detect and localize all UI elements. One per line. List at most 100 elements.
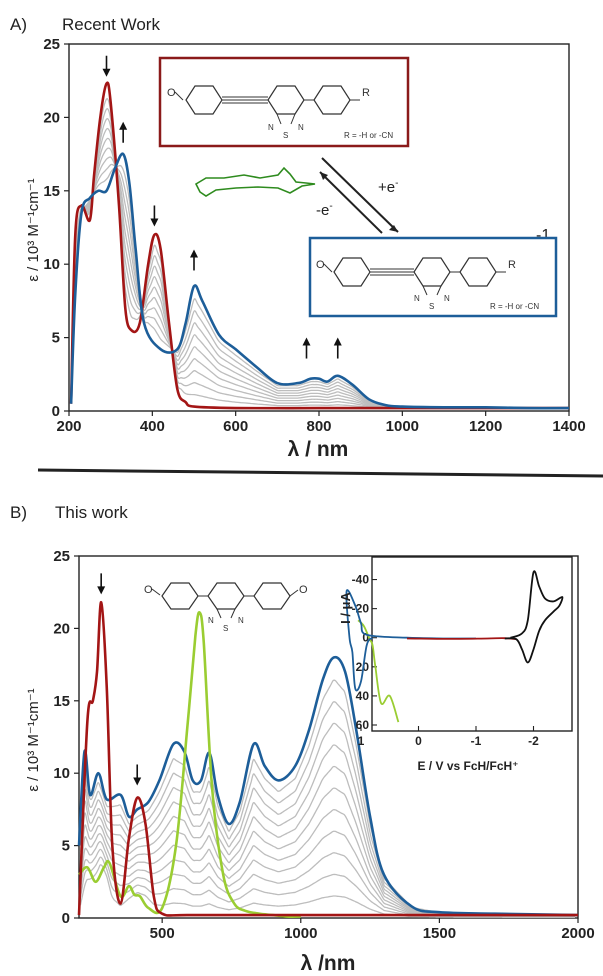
methoxy-bond-right <box>289 589 299 597</box>
x-tick-label: 1000 <box>386 418 419 435</box>
series-line-monoanion <box>77 655 579 917</box>
ring-atom-n2: N <box>298 123 304 132</box>
x-tick-label: 1200 <box>469 418 502 435</box>
plot-b-x-label: λ /nm <box>301 952 356 975</box>
structure-box-reduced: -1 O N S N R R = -H or -CN <box>308 227 558 318</box>
y-tick-label: 5 <box>52 330 60 347</box>
phenyl-ring-left <box>161 582 199 610</box>
y-tick-label: 10 <box>53 765 70 782</box>
x-tick-label: -2 <box>528 734 539 748</box>
plot-a-x-label: λ / nm <box>288 438 349 461</box>
alkyne-bond <box>222 96 268 104</box>
oxidation-arrow <box>319 171 383 234</box>
intermediate-trace <box>79 856 575 918</box>
oxidation-label: -e- <box>316 201 333 219</box>
evolution-arrowhead <box>333 337 342 346</box>
substituent-r: R <box>508 259 516 271</box>
evolution-arrowhead <box>133 777 142 786</box>
x-tick-label: 1400 <box>552 418 585 435</box>
alkyne-bond <box>370 268 414 276</box>
y-tick-label: 20 <box>43 109 60 126</box>
plot-a-y-label: ε / 10³ M⁻¹cm⁻¹ <box>25 178 42 281</box>
methoxy-bond-left <box>151 588 161 596</box>
panel-a: A) Recent Work 200 400 600 800 1000 1200 1400 0… <box>10 15 586 461</box>
plot-b-y-label: ε / 10³ M⁻¹cm⁻¹ <box>25 688 42 791</box>
y-tick-label: 25 <box>53 548 70 565</box>
r-note: R = -H or -CN <box>490 302 539 311</box>
structure-box-neutral: O N S N R R = -H or -CN <box>158 56 410 148</box>
y-tick-label: 40 <box>356 689 370 703</box>
series-line-dianion <box>78 611 301 918</box>
substituent-r: R <box>362 87 370 99</box>
evolution-arrowhead <box>119 121 128 130</box>
plot-a-evolution-arrows <box>102 55 342 359</box>
y-tick-label: -20 <box>352 602 370 616</box>
ring-atom-n2: N <box>238 616 244 625</box>
oxidation-arrowhead <box>320 172 328 180</box>
y-tick-label: 0 <box>362 631 369 645</box>
inset-frame <box>371 556 573 732</box>
y-tick-label: 5 <box>62 838 70 855</box>
y-tick-label: 25 <box>43 36 60 53</box>
y-tick-label: 20 <box>53 620 70 637</box>
r-note: R = -H or -CN <box>344 131 393 140</box>
evolution-arrowhead <box>190 249 198 258</box>
y-tick-label: 0 <box>52 403 60 420</box>
panel-divider <box>37 468 603 478</box>
reduction-label: +e- <box>378 178 398 196</box>
evolution-arrowhead <box>102 68 111 77</box>
x-tick-label: 2000 <box>561 925 594 942</box>
inset-series <box>345 570 564 723</box>
methoxy-o-label: O <box>167 87 176 99</box>
ring-atom-s: S <box>283 131 288 140</box>
methoxy-o-right: O <box>299 584 308 596</box>
x-tick-label: 1 <box>358 734 365 748</box>
panel-a-title: Recent Work <box>62 15 160 34</box>
x-tick-label: 1500 <box>423 925 456 942</box>
panel-b-title: This work <box>55 503 128 522</box>
structure-box-neutral-frame <box>158 56 410 148</box>
x-tick-label: 600 <box>223 418 248 435</box>
cv-trace-neutral <box>406 637 517 641</box>
benzothiadiazole-ring <box>207 582 245 610</box>
x-tick-label: 200 <box>56 418 81 435</box>
cv-trace-dianion <box>357 619 400 723</box>
evolution-arrowhead <box>302 337 311 346</box>
y-tick-label: 0 <box>62 910 70 927</box>
y-tick-label: 10 <box>43 256 60 273</box>
x-tick-label: 1000 <box>284 925 317 942</box>
inset-x-label: E / V vs FcH/FcH⁺ <box>417 759 518 773</box>
series-line-neutral <box>69 81 569 410</box>
thiadiazole-bonds <box>216 608 236 619</box>
reduction-arrowhead <box>389 225 398 232</box>
methoxy-o-label: O <box>316 259 325 271</box>
series-line-neutral <box>77 600 579 917</box>
plot-b-frame <box>78 555 579 919</box>
ring-atom-s: S <box>429 302 434 311</box>
y-tick-label: 15 <box>53 693 70 710</box>
methoxy-bond <box>174 91 184 101</box>
structure-box-reduced-frame <box>308 236 558 318</box>
redox-arrows: +e- -e- <box>316 157 399 234</box>
y-tick-label: -40 <box>352 573 370 587</box>
evolution-arrowhead <box>97 586 106 595</box>
x-tick-label: 0 <box>415 734 422 748</box>
intermediate-trace <box>79 848 575 918</box>
x-tick-label: 800 <box>306 418 331 435</box>
ring-atom-n1: N <box>268 123 274 132</box>
x-tick-label: 400 <box>140 418 165 435</box>
y-tick-label: 60 <box>356 718 370 732</box>
evolution-arrowhead <box>150 218 159 227</box>
reduction-arrow <box>321 157 399 233</box>
plot-b-evolution-arrows <box>97 573 142 786</box>
cv-trace-cathodic <box>504 570 564 664</box>
cyclic-voltammogram-icon <box>194 166 316 197</box>
methoxy-bond <box>323 263 333 273</box>
ring-atom-n1: N <box>414 294 420 303</box>
plot-a-series <box>69 81 570 410</box>
plot-b-series <box>77 600 579 918</box>
